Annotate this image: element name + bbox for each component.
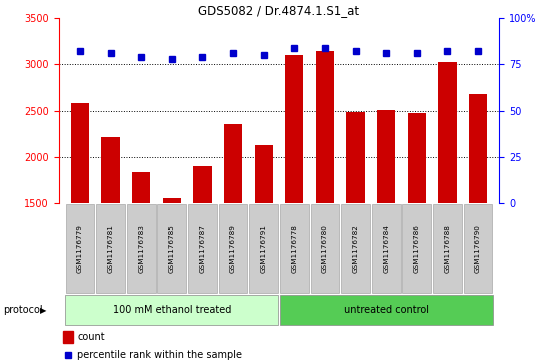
Text: GSM1176788: GSM1176788 <box>444 224 450 273</box>
Bar <box>407 113 426 342</box>
Text: GSM1176791: GSM1176791 <box>261 224 267 273</box>
Bar <box>63 331 73 343</box>
Bar <box>224 124 242 342</box>
Bar <box>285 55 304 342</box>
FancyBboxPatch shape <box>341 204 370 293</box>
Text: GSM1176780: GSM1176780 <box>322 224 328 273</box>
Bar <box>347 112 365 342</box>
Bar <box>163 198 181 342</box>
Text: GSM1176783: GSM1176783 <box>138 224 145 273</box>
FancyBboxPatch shape <box>188 204 217 293</box>
FancyBboxPatch shape <box>96 204 125 293</box>
Text: percentile rank within the sample: percentile rank within the sample <box>77 350 242 360</box>
Text: GSM1176790: GSM1176790 <box>475 224 481 273</box>
FancyBboxPatch shape <box>66 204 94 293</box>
Text: GSM1176782: GSM1176782 <box>353 224 359 273</box>
Text: GSM1176778: GSM1176778 <box>291 224 297 273</box>
Text: GSM1176789: GSM1176789 <box>230 224 236 273</box>
Bar <box>193 166 211 342</box>
FancyBboxPatch shape <box>372 204 401 293</box>
FancyBboxPatch shape <box>65 295 278 325</box>
Bar <box>377 110 395 342</box>
Text: GSM1176784: GSM1176784 <box>383 224 389 273</box>
Text: GSM1176779: GSM1176779 <box>77 224 83 273</box>
FancyBboxPatch shape <box>433 204 462 293</box>
Text: count: count <box>77 332 105 342</box>
Text: GSM1176787: GSM1176787 <box>199 224 205 273</box>
Title: GDS5082 / Dr.4874.1.S1_at: GDS5082 / Dr.4874.1.S1_at <box>199 4 359 17</box>
Text: 100 mM ethanol treated: 100 mM ethanol treated <box>113 305 231 315</box>
FancyBboxPatch shape <box>280 204 309 293</box>
Bar <box>254 145 273 342</box>
FancyBboxPatch shape <box>127 204 156 293</box>
Text: protocol: protocol <box>3 305 42 315</box>
FancyBboxPatch shape <box>311 204 339 293</box>
FancyBboxPatch shape <box>464 204 492 293</box>
Bar <box>438 62 456 342</box>
FancyBboxPatch shape <box>402 204 431 293</box>
Bar <box>316 50 334 342</box>
FancyBboxPatch shape <box>157 204 186 293</box>
Bar <box>132 172 151 342</box>
FancyBboxPatch shape <box>280 295 493 325</box>
Text: GSM1176786: GSM1176786 <box>413 224 420 273</box>
FancyBboxPatch shape <box>219 204 247 293</box>
Bar <box>71 103 89 342</box>
Text: ▶: ▶ <box>40 306 47 315</box>
Text: GSM1176785: GSM1176785 <box>169 224 175 273</box>
Text: untreated control: untreated control <box>344 305 429 315</box>
Bar <box>102 136 120 342</box>
FancyBboxPatch shape <box>249 204 278 293</box>
Text: GSM1176781: GSM1176781 <box>108 224 114 273</box>
Bar <box>469 94 487 342</box>
